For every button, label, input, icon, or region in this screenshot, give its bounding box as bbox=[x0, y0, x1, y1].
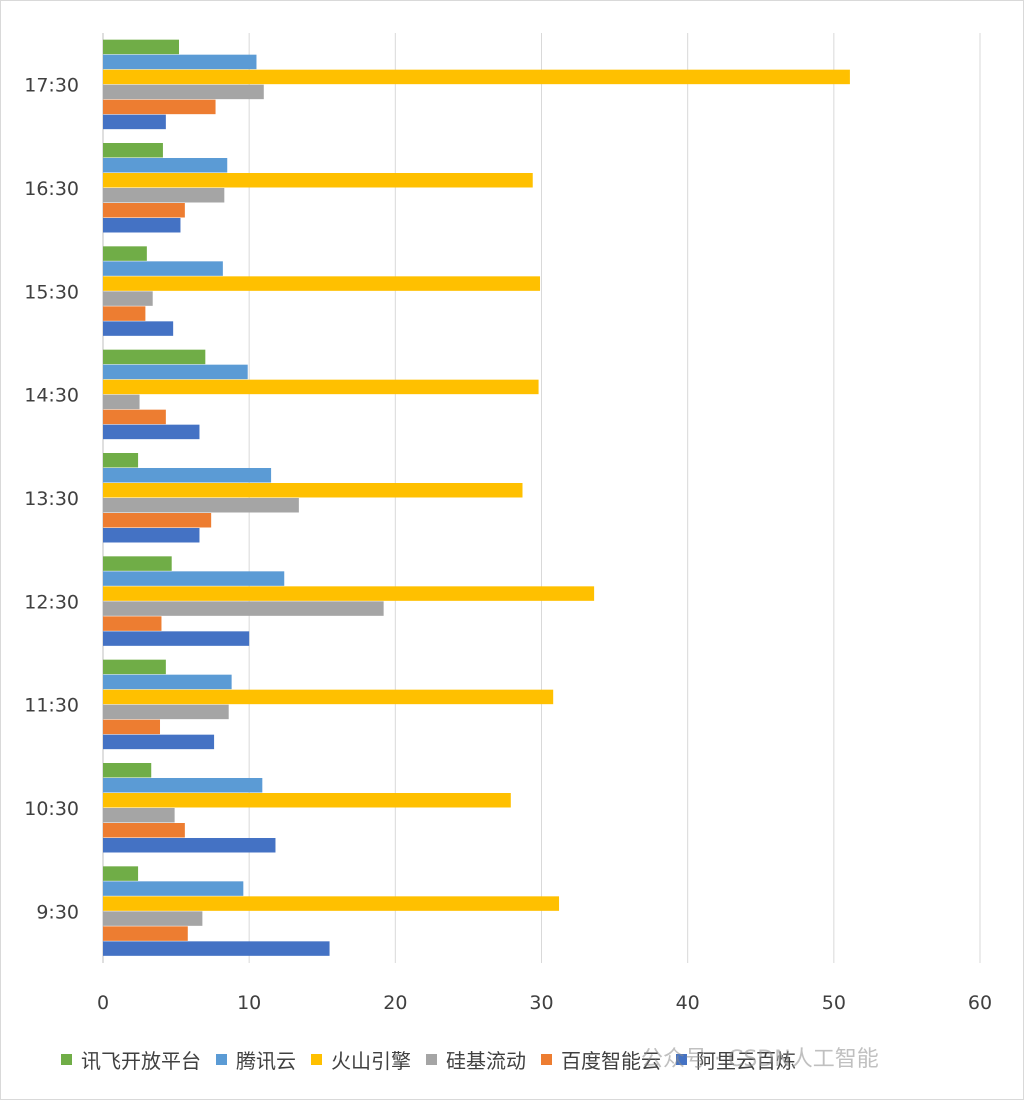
bar bbox=[103, 911, 203, 926]
legend-item: 讯飞开放平台 bbox=[61, 1045, 201, 1074]
bar bbox=[103, 616, 162, 631]
legend-label: 硅基流动 bbox=[446, 1048, 526, 1073]
bar bbox=[103, 674, 232, 690]
x-tick-label: 60 bbox=[968, 992, 992, 1014]
legend-swatch bbox=[541, 1053, 552, 1065]
y-tick-label: 15:30 bbox=[24, 281, 79, 303]
bar bbox=[103, 453, 139, 468]
legend-item: 阿里云百炼 bbox=[676, 1045, 796, 1074]
legend-item: 硅基流动 bbox=[426, 1045, 526, 1074]
bar bbox=[103, 926, 188, 941]
bar bbox=[103, 143, 163, 158]
bar bbox=[103, 349, 206, 365]
bar bbox=[103, 468, 272, 483]
legend-swatch bbox=[426, 1053, 437, 1065]
x-tick-label: 40 bbox=[676, 992, 700, 1014]
bar bbox=[103, 188, 225, 203]
bar bbox=[103, 734, 215, 750]
legend-item: 百度智能云 bbox=[541, 1045, 661, 1074]
bar bbox=[103, 631, 250, 646]
bar bbox=[103, 99, 216, 115]
legend-swatch bbox=[216, 1053, 227, 1065]
bar bbox=[103, 704, 229, 720]
bar bbox=[103, 571, 285, 586]
bar bbox=[103, 276, 541, 291]
y-tick-label: 9:30 bbox=[36, 901, 79, 923]
bar-chart: 0 10 20 30 40 50 60 9:30 10:30 11:30 12:30 13:30 14:… bbox=[24, 33, 992, 1014]
legend-label: 讯飞开放平台 bbox=[81, 1048, 201, 1073]
legend-label: 火山引擎 bbox=[331, 1048, 411, 1073]
y-tick-label: 14:30 bbox=[24, 385, 79, 407]
watermark-text: 公众号 · CSDN人工智能 bbox=[641, 1047, 879, 1072]
bar bbox=[103, 689, 554, 705]
y-tick-label: 12:30 bbox=[24, 591, 79, 613]
legend-swatch bbox=[61, 1053, 72, 1065]
bar bbox=[103, 778, 263, 793]
bar bbox=[103, 941, 330, 956]
bar bbox=[103, 896, 560, 911]
y-tick-label: 16:30 bbox=[24, 178, 79, 200]
x-tick-label: 20 bbox=[383, 992, 407, 1014]
bar bbox=[103, 84, 264, 100]
legend-label: 腾讯云 bbox=[236, 1048, 296, 1073]
bar bbox=[103, 793, 511, 808]
bar bbox=[103, 379, 539, 395]
bar bbox=[103, 114, 166, 130]
bar bbox=[103, 586, 595, 601]
legend-label: 百度智能云 bbox=[561, 1048, 661, 1073]
bar bbox=[103, 246, 147, 261]
y-tick-label: 11:30 bbox=[24, 695, 79, 717]
bar bbox=[103, 364, 248, 380]
bar bbox=[103, 528, 200, 543]
bar bbox=[103, 601, 384, 616]
bar bbox=[103, 394, 140, 410]
bar bbox=[103, 513, 212, 528]
legend-item: 腾讯云 bbox=[216, 1045, 296, 1074]
legend-swatch bbox=[676, 1053, 687, 1065]
bar bbox=[103, 556, 172, 571]
bar bbox=[103, 218, 181, 233]
bar bbox=[103, 763, 152, 778]
bar bbox=[103, 823, 185, 838]
chart-legend: 讯飞开放平台 腾讯云 火山引擎 硅基流动 百度智能云 阿里云百炼 bbox=[61, 1039, 1021, 1079]
bar bbox=[103, 54, 257, 70]
bar bbox=[103, 409, 166, 425]
bar bbox=[103, 838, 276, 853]
bar bbox=[103, 498, 299, 513]
x-tick-label: 10 bbox=[237, 992, 261, 1014]
bar bbox=[103, 203, 185, 218]
legend-item: 火山引擎 bbox=[311, 1045, 411, 1074]
bar bbox=[103, 719, 161, 735]
bar bbox=[103, 173, 533, 188]
bar bbox=[103, 483, 523, 498]
legend-swatch bbox=[311, 1053, 322, 1065]
bar bbox=[103, 306, 146, 321]
bar bbox=[103, 39, 180, 55]
bar bbox=[103, 808, 175, 823]
y-tick-label: 10:30 bbox=[24, 798, 79, 820]
x-tick-label: 50 bbox=[822, 992, 846, 1014]
bar bbox=[103, 158, 228, 173]
bar bbox=[103, 291, 153, 306]
x-tick-label: 0 bbox=[97, 992, 109, 1014]
bar bbox=[103, 261, 223, 276]
legend-label: 阿里云百炼 bbox=[696, 1048, 796, 1073]
y-tick-label: 13:30 bbox=[24, 488, 79, 510]
bar bbox=[103, 866, 139, 881]
bar bbox=[103, 69, 850, 85]
bar bbox=[103, 659, 166, 675]
bar bbox=[103, 321, 174, 336]
y-tick-label: 17:30 bbox=[24, 75, 79, 97]
bar bbox=[103, 424, 200, 440]
bar bbox=[103, 881, 244, 896]
x-tick-label: 30 bbox=[529, 992, 553, 1014]
